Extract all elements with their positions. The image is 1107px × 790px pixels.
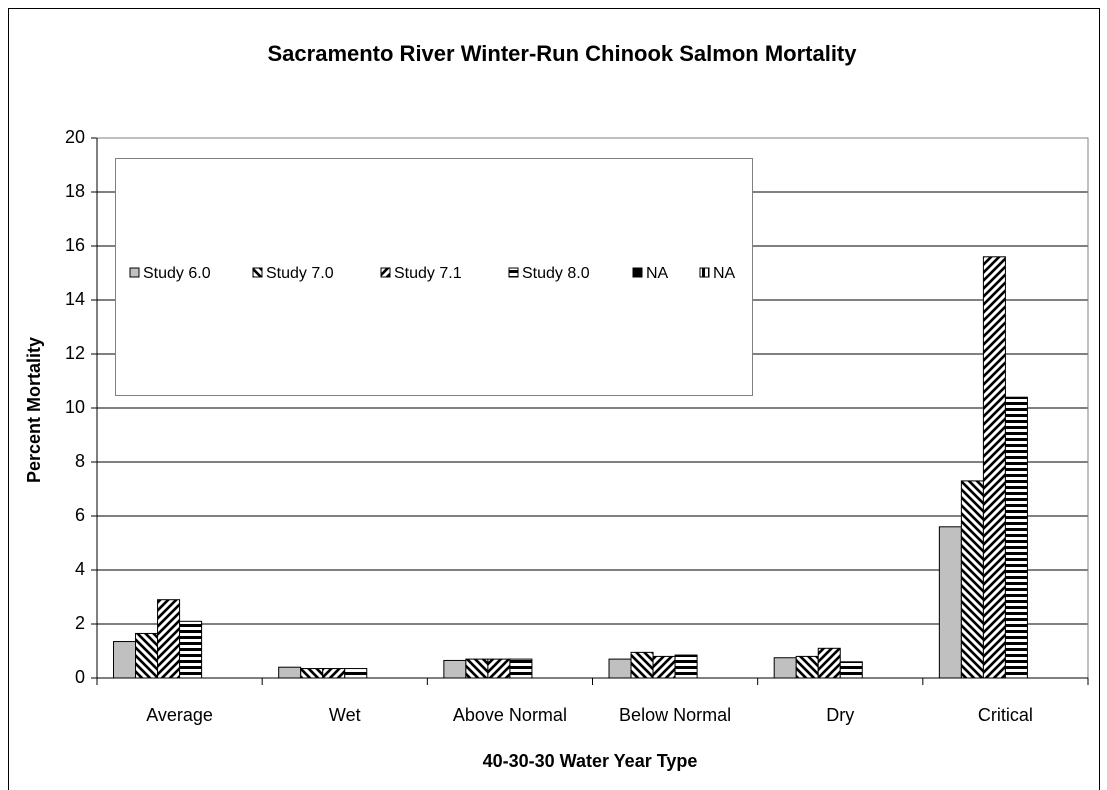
y-tick-label: 10 [65,397,85,417]
y-tick-label: 8 [75,451,85,471]
bar [1004,396,1028,679]
y-tick-label: 6 [75,505,85,525]
y-tick-label: 0 [75,667,85,687]
bar [465,658,489,679]
y-axis-title: Percent Mortality [24,337,44,483]
bar [300,668,324,679]
bar [278,666,302,679]
bar [322,668,346,679]
legend-label: NA [646,265,669,282]
x-tick-label: Wet [329,705,361,725]
bar [674,654,698,679]
bar [113,641,137,679]
y-tick-label: 16 [65,235,85,255]
legend-swatch [252,267,263,278]
x-tick-label: Dry [826,705,854,725]
legend-label: Study 7.0 [266,265,334,282]
bar [630,651,654,679]
y-tick-label: 18 [65,181,85,201]
bar [157,599,181,679]
bar [487,658,511,679]
y-tick-label: 14 [65,289,85,309]
x-tick-label: Average [146,705,213,725]
y-tick-label: 2 [75,613,85,633]
legend-label: NA [713,265,736,282]
bar [960,480,984,679]
chart-title: Sacramento River Winter-Run Chinook Salm… [268,41,858,66]
legend-box [115,158,753,396]
x-tick-label: Above Normal [453,705,567,725]
legend-label: Study 7.1 [394,265,462,282]
legend-label: Study 8.0 [522,265,590,282]
y-tick-label: 12 [65,343,85,363]
y-tick-label: 4 [75,559,85,579]
legend-swatch [380,267,391,278]
bar [982,256,1006,679]
bar [795,655,819,679]
bar [509,658,533,679]
bar [179,620,203,679]
legend-swatch [632,267,643,278]
legend-swatch [508,267,519,278]
legend-swatch [699,267,710,278]
bar [344,668,368,679]
x-tick-label: Below Normal [619,705,731,725]
legend-label: Study 6.0 [143,265,211,282]
x-axis-title: 40-30-30 Water Year Type [483,751,698,771]
y-tick-label: 20 [65,127,85,147]
bar [443,659,467,679]
x-tick-label: Critical [978,705,1033,725]
bar [773,657,797,679]
bar [652,655,676,679]
bar [817,647,841,679]
bar [839,661,863,679]
bar [938,526,962,679]
bar [135,632,159,679]
bar [608,658,632,679]
frame [8,8,1100,790]
legend-swatch [129,267,140,278]
